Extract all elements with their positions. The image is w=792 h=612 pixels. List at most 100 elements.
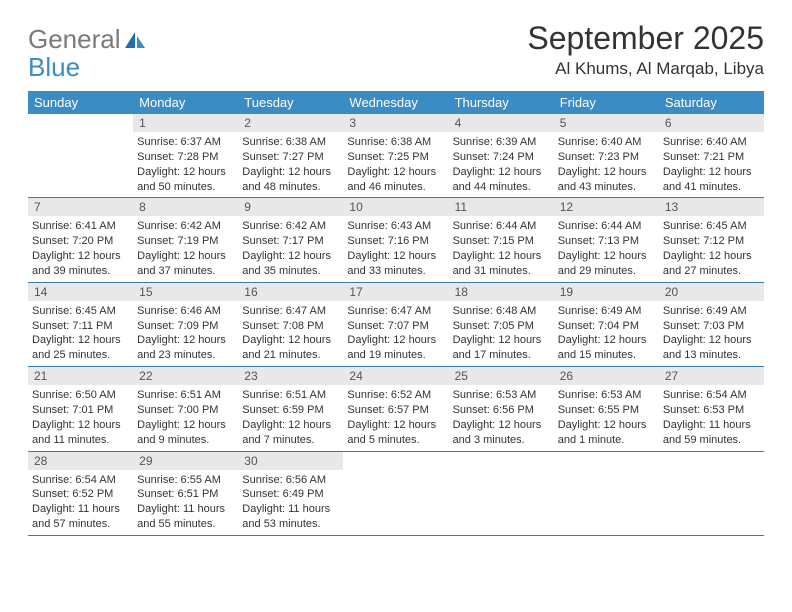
day-number: 13 [659, 198, 764, 216]
sunrise-text: Sunrise: 6:44 AM [453, 219, 550, 234]
sunrise-text: Sunrise: 6:47 AM [242, 304, 339, 319]
sunset-text: Sunset: 7:05 PM [453, 319, 550, 334]
week-row: 7Sunrise: 6:41 AMSunset: 7:20 PMDaylight… [28, 198, 764, 282]
day-number: 5 [554, 114, 659, 132]
day-cell [659, 452, 764, 535]
daylight-text: Daylight: 12 hours and 21 minutes. [242, 333, 339, 363]
sunrise-text: Sunrise: 6:42 AM [137, 219, 234, 234]
day-content: Sunrise: 6:45 AMSunset: 7:11 PMDaylight:… [28, 301, 133, 366]
day-number: 17 [343, 283, 448, 301]
day-content: Sunrise: 6:38 AMSunset: 7:25 PMDaylight:… [343, 132, 448, 197]
sunrise-text: Sunrise: 6:53 AM [558, 388, 655, 403]
day-cell: 2Sunrise: 6:38 AMSunset: 7:27 PMDaylight… [238, 114, 343, 197]
day-content: Sunrise: 6:42 AMSunset: 7:17 PMDaylight:… [238, 216, 343, 281]
sunrise-text: Sunrise: 6:49 AM [558, 304, 655, 319]
sunrise-text: Sunrise: 6:40 AM [558, 135, 655, 150]
week-row: 14Sunrise: 6:45 AMSunset: 7:11 PMDayligh… [28, 283, 764, 367]
day-header: Saturday [659, 91, 764, 114]
sunrise-text: Sunrise: 6:54 AM [32, 473, 129, 488]
day-number: 2 [238, 114, 343, 132]
daylight-text: Daylight: 12 hours and 35 minutes. [242, 249, 339, 279]
day-content: Sunrise: 6:46 AMSunset: 7:09 PMDaylight:… [133, 301, 238, 366]
day-header: Thursday [449, 91, 554, 114]
location-text: Al Khums, Al Marqab, Libya [527, 59, 764, 79]
sunset-text: Sunset: 7:23 PM [558, 150, 655, 165]
day-cell: 21Sunrise: 6:50 AMSunset: 7:01 PMDayligh… [28, 367, 133, 450]
day-number: 3 [343, 114, 448, 132]
day-number: 19 [554, 283, 659, 301]
day-cell: 8Sunrise: 6:42 AMSunset: 7:19 PMDaylight… [133, 198, 238, 281]
sunrise-text: Sunrise: 6:38 AM [347, 135, 444, 150]
day-content: Sunrise: 6:43 AMSunset: 7:16 PMDaylight:… [343, 216, 448, 281]
day-number: 24 [343, 367, 448, 385]
sunset-text: Sunset: 7:20 PM [32, 234, 129, 249]
day-number: 27 [659, 367, 764, 385]
sunrise-text: Sunrise: 6:56 AM [242, 473, 339, 488]
daylight-text: Daylight: 12 hours and 46 minutes. [347, 165, 444, 195]
sunset-text: Sunset: 7:03 PM [663, 319, 760, 334]
day-cell: 27Sunrise: 6:54 AMSunset: 6:53 PMDayligh… [659, 367, 764, 450]
day-content: Sunrise: 6:53 AMSunset: 6:55 PMDaylight:… [554, 385, 659, 450]
day-content: Sunrise: 6:42 AMSunset: 7:19 PMDaylight:… [133, 216, 238, 281]
daylight-text: Daylight: 12 hours and 39 minutes. [32, 249, 129, 279]
sunrise-text: Sunrise: 6:44 AM [558, 219, 655, 234]
day-cell: 13Sunrise: 6:45 AMSunset: 7:12 PMDayligh… [659, 198, 764, 281]
day-cell: 30Sunrise: 6:56 AMSunset: 6:49 PMDayligh… [238, 452, 343, 535]
day-headers-row: SundayMondayTuesdayWednesdayThursdayFrid… [28, 91, 764, 114]
day-number: 6 [659, 114, 764, 132]
day-number: 20 [659, 283, 764, 301]
daylight-text: Daylight: 12 hours and 1 minute. [558, 418, 655, 448]
day-number: 15 [133, 283, 238, 301]
daylight-text: Daylight: 12 hours and 3 minutes. [453, 418, 550, 448]
sunset-text: Sunset: 7:09 PM [137, 319, 234, 334]
sunset-text: Sunset: 7:15 PM [453, 234, 550, 249]
sunrise-text: Sunrise: 6:42 AM [242, 219, 339, 234]
day-header: Sunday [28, 91, 133, 114]
sunset-text: Sunset: 6:53 PM [663, 403, 760, 418]
day-number: 9 [238, 198, 343, 216]
sunrise-text: Sunrise: 6:46 AM [137, 304, 234, 319]
sunset-text: Sunset: 7:17 PM [242, 234, 339, 249]
daylight-text: Daylight: 12 hours and 41 minutes. [663, 165, 760, 195]
day-number: 30 [238, 452, 343, 470]
day-cell: 9Sunrise: 6:42 AMSunset: 7:17 PMDaylight… [238, 198, 343, 281]
sunrise-text: Sunrise: 6:51 AM [137, 388, 234, 403]
day-content: Sunrise: 6:40 AMSunset: 7:21 PMDaylight:… [659, 132, 764, 197]
day-number: 4 [449, 114, 554, 132]
day-number: 22 [133, 367, 238, 385]
day-content: Sunrise: 6:44 AMSunset: 7:15 PMDaylight:… [449, 216, 554, 281]
sunset-text: Sunset: 6:55 PM [558, 403, 655, 418]
day-cell: 20Sunrise: 6:49 AMSunset: 7:03 PMDayligh… [659, 283, 764, 366]
sunset-text: Sunset: 7:19 PM [137, 234, 234, 249]
day-content: Sunrise: 6:49 AMSunset: 7:03 PMDaylight:… [659, 301, 764, 366]
day-content: Sunrise: 6:51 AMSunset: 7:00 PMDaylight:… [133, 385, 238, 450]
daylight-text: Daylight: 12 hours and 31 minutes. [453, 249, 550, 279]
day-number: 23 [238, 367, 343, 385]
title-block: September 2025 Al Khums, Al Marqab, Liby… [527, 20, 764, 79]
daylight-text: Daylight: 12 hours and 43 minutes. [558, 165, 655, 195]
sunset-text: Sunset: 6:57 PM [347, 403, 444, 418]
sunrise-text: Sunrise: 6:39 AM [453, 135, 550, 150]
day-cell: 7Sunrise: 6:41 AMSunset: 7:20 PMDaylight… [28, 198, 133, 281]
daylight-text: Daylight: 11 hours and 55 minutes. [137, 502, 234, 532]
daylight-text: Daylight: 11 hours and 53 minutes. [242, 502, 339, 532]
month-title: September 2025 [527, 20, 764, 57]
day-cell: 17Sunrise: 6:47 AMSunset: 7:07 PMDayligh… [343, 283, 448, 366]
day-header: Monday [133, 91, 238, 114]
daylight-text: Daylight: 12 hours and 13 minutes. [663, 333, 760, 363]
day-number [28, 114, 133, 132]
logo-blue-line: Blue [28, 52, 80, 83]
sunset-text: Sunset: 7:00 PM [137, 403, 234, 418]
logo-text-blue: Blue [28, 52, 80, 82]
day-number: 8 [133, 198, 238, 216]
sunset-text: Sunset: 7:01 PM [32, 403, 129, 418]
logo-text-general: General [28, 24, 121, 55]
daylight-text: Daylight: 12 hours and 5 minutes. [347, 418, 444, 448]
daylight-text: Daylight: 11 hours and 57 minutes. [32, 502, 129, 532]
week-row: 21Sunrise: 6:50 AMSunset: 7:01 PMDayligh… [28, 367, 764, 451]
day-cell [554, 452, 659, 535]
daylight-text: Daylight: 12 hours and 17 minutes. [453, 333, 550, 363]
day-content: Sunrise: 6:53 AMSunset: 6:56 PMDaylight:… [449, 385, 554, 450]
day-number [343, 452, 448, 470]
week-row: 28Sunrise: 6:54 AMSunset: 6:52 PMDayligh… [28, 452, 764, 536]
